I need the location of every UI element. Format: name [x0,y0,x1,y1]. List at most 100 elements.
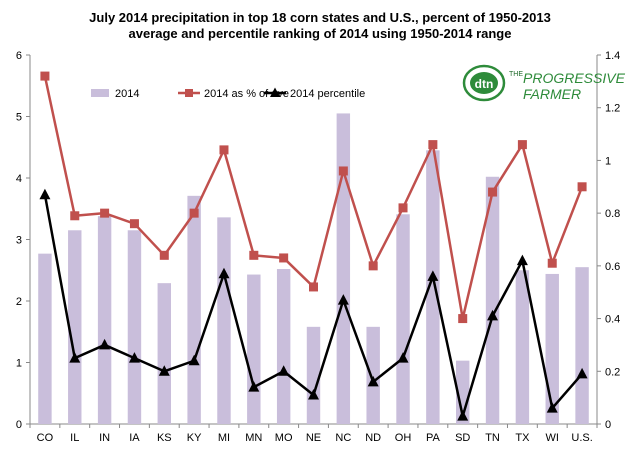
marker-pct-of-ave [219,145,229,155]
x-tick-label: IN [99,432,110,444]
bar-2014 [157,283,172,424]
logo-the-text: THE [509,71,523,78]
x-tick-label: NE [306,432,321,444]
bar-2014 [336,113,351,425]
marker-pct-of-ave [249,250,259,260]
marker-percentile [188,354,200,366]
secondary-y-tick-label: 1.4 [605,50,620,62]
marker-percentile [427,270,439,281]
bar-2014 [68,230,82,424]
primary-y-tick-label: 6 [16,50,22,62]
x-tick-label: PA [426,432,441,444]
bar-2014 [276,269,291,424]
primary-y-tick-label: 2 [16,296,22,308]
marker-percentile [248,381,260,392]
marker-percentile [278,365,290,376]
marker-pct-of-ave [458,314,468,324]
x-tick-label: OH [395,432,412,444]
primary-y-tick-label: 3 [16,235,22,247]
x-tick-label: TN [485,432,500,444]
x-tick-label: MN [245,432,262,444]
marker-pct-of-ave [100,208,110,218]
bar-2014 [38,253,52,424]
secondary-y-tick-label: 1.2 [605,103,620,115]
legend-label: 2014 percentile [290,88,365,100]
bar-2014 [366,326,380,424]
marker-percentile [128,352,140,363]
x-tick-label: TX [515,432,530,444]
x-tick-label: KS [157,432,172,444]
marker-percentile [516,254,528,266]
secondary-y-tick-label: 0.6 [605,261,620,273]
marker-pct-of-ave [70,211,80,221]
dtn-logo-mark [462,64,506,102]
marker-pct-of-ave [577,182,587,192]
secondary-y-tick-label: 0 [605,419,611,431]
x-tick-label: U.S. [571,432,592,444]
dtn-logo-text: dtn [475,77,494,91]
marker-percentile [337,294,349,305]
marker-pct-of-ave [428,140,438,150]
progressive-farmer-logo: dtn THE PROGRESSIVE FARMER [462,64,626,102]
marker-percentile [457,410,469,421]
marker-pct-of-ave [338,166,348,176]
marker-percentile [99,338,111,350]
marker-percentile [546,402,558,413]
x-tick-label: CO [37,432,54,444]
bar-2014 [485,176,500,424]
bar-2014 [217,217,231,424]
marker-pct-of-ave [159,250,169,260]
marker-pct-of-ave [488,187,498,197]
legend-label: 2014 as % of ave [204,88,289,100]
marker-percentile [487,309,499,321]
marker-percentile [69,352,81,363]
x-tick-label: MI [218,432,230,444]
x-tick-label: SD [455,432,470,444]
series-line-pct-of-ave [43,75,584,320]
x-tick-label: NC [335,432,351,444]
x-tick-label: IL [70,432,79,444]
primary-y-tick-label: 0 [16,419,22,431]
secondary-y-tick-label: 0.2 [605,366,620,378]
chart-title-line-2: average and percentile ranking of 2014 u… [128,26,512,41]
marker-percentile [39,188,51,200]
bar-2014 [97,216,112,424]
marker-percentile [308,389,319,400]
marker-pct-of-ave [189,208,199,218]
secondary-y-tick-label: 1 [605,155,611,167]
bar-2014 [306,326,321,424]
secondary-y-tick-label: 0.8 [605,208,620,220]
x-tick-label: ND [365,432,381,444]
x-tick-label: MO [275,432,293,444]
legend-marker-pct-of-ave [185,89,193,97]
marker-percentile [158,365,170,376]
legend-label: 2014 [115,88,139,100]
marker-pct-of-ave [129,219,139,229]
bar-2014 [575,267,589,424]
bar-2014 [515,270,530,424]
marker-pct-of-ave [279,253,289,263]
bar-2014 [247,274,261,424]
x-tick-label: KY [187,432,202,444]
primary-y-tick-label: 1 [16,358,22,370]
marker-pct-of-ave [40,71,50,81]
marker-percentile [367,375,379,387]
legend-swatch-2014 [91,89,109,97]
primary-y-tick-label: 5 [16,112,22,124]
marker-pct-of-ave [309,282,318,292]
bar-2014 [187,195,201,424]
logo-farmer-text: FARMER [523,86,581,102]
chart-title-line-1: July 2014 precipitation in top 18 corn s… [89,10,551,25]
marker-pct-of-ave [398,203,408,213]
dtn-logo-inner [470,72,498,94]
bar-2014 [396,214,410,424]
marker-pct-of-ave [517,140,527,150]
marker-percentile [397,352,409,363]
marker-pct-of-ave [368,261,378,271]
marker-percentile [218,267,230,279]
bar-2014 [426,150,440,424]
marker-pct-of-ave [547,258,557,268]
secondary-y-tick-label: 0.4 [605,314,620,326]
